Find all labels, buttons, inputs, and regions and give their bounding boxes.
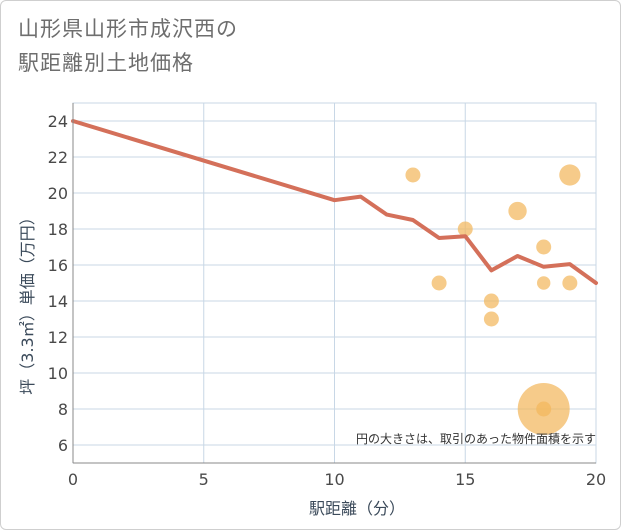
bubble-point [536, 401, 552, 417]
x-tick-label: 5 [199, 470, 209, 489]
bubble-layer [405, 164, 581, 435]
y-tick-label: 12 [48, 328, 68, 347]
x-axis-label: 駅距離（分） [309, 499, 405, 518]
bubble-point [405, 167, 421, 183]
y-tick-label: 24 [48, 112, 68, 131]
x-tick-label: 15 [455, 470, 475, 489]
x-tick-label: 10 [324, 470, 344, 489]
grid [72, 102, 597, 464]
bubble-point [508, 201, 527, 221]
line-layer [71, 119, 598, 285]
bubble-point [483, 311, 499, 327]
y-tick-label: 10 [48, 364, 68, 383]
bubble-point [536, 239, 552, 255]
y-tick-label: 16 [48, 256, 68, 275]
bubble-point [559, 164, 581, 186]
y-axis-label: 坪（3.3㎡）単価（万円） [18, 209, 37, 394]
y-tick-label: 6 [58, 436, 68, 455]
bubble-point [536, 276, 551, 290]
y-tick-label: 18 [48, 220, 68, 239]
title-line-2: 駅距離別土地価格 [18, 51, 194, 75]
bubble-point [431, 275, 447, 291]
x-tick-label: 0 [68, 470, 78, 489]
bubble-point [457, 221, 473, 237]
average-price-line [71, 119, 598, 285]
y-tick-label: 22 [48, 148, 68, 167]
bubble-point [562, 275, 578, 291]
title-line-1: 山形県山形市成沢西の [18, 17, 238, 41]
chart-title: 山形県山形市成沢西の 駅距離別土地価格 [18, 12, 238, 80]
tick-layer: 0 5 10 15 20 6 8 10 12 14 16 18 20 22 24 [48, 103, 606, 489]
x-tick-label: 20 [586, 470, 606, 489]
bubble-point [483, 293, 499, 309]
size-annotation: 円の大きさは、取引のあった物件面積を示す [356, 431, 596, 446]
y-tick-label: 14 [48, 292, 68, 311]
y-tick-label: 20 [48, 184, 68, 203]
y-tick-label: 8 [58, 400, 68, 419]
